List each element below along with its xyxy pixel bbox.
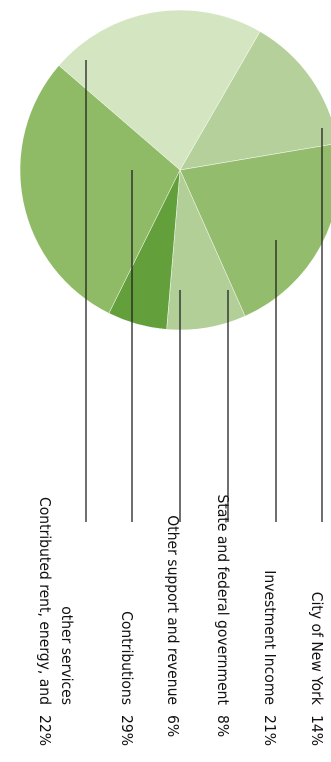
slice-label: Other support and revenue xyxy=(164,515,182,705)
pie-slices xyxy=(19,9,331,331)
leader-lines xyxy=(85,60,323,522)
slice-label: City of New York xyxy=(308,592,326,706)
slice-percent-label: 8% xyxy=(214,715,232,737)
slice-percent-label: 21% xyxy=(261,715,279,746)
slice-percent-label: 22% xyxy=(36,715,54,746)
slice-labels: City of New York 14% Investment Income 21% S… xyxy=(36,495,326,747)
pie-slice xyxy=(58,9,261,171)
slice-percent-label: 14% xyxy=(308,715,326,746)
slice-label: Investment Income xyxy=(261,570,279,705)
slice-label: State and federal government xyxy=(214,495,232,706)
pie-slice xyxy=(179,31,331,171)
slice-percent-label: 29% xyxy=(118,715,136,746)
slice-label: other services xyxy=(58,606,76,705)
slice-label: Contributions xyxy=(118,611,136,705)
slice-label: Contributed rent, energy, and xyxy=(36,497,54,705)
slice-percent-label: 6% xyxy=(164,715,182,737)
pie-slice xyxy=(19,65,181,314)
pie-slice xyxy=(179,144,331,317)
